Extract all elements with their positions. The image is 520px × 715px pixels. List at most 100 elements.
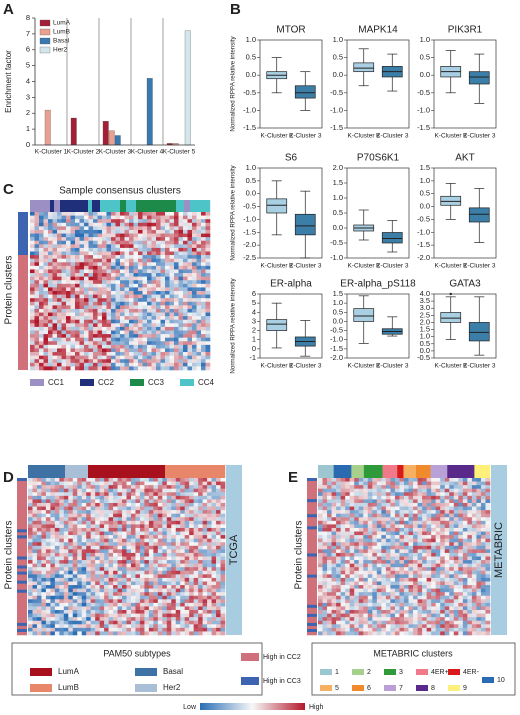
- heatmap-cell: [363, 481, 369, 486]
- heatmap-cell: [198, 502, 203, 507]
- heatmap-cell: [345, 495, 350, 500]
- heatmap-cell: [111, 269, 116, 274]
- heatmap-cell: [216, 520, 221, 525]
- heatmap-cell: [165, 341, 170, 346]
- heatmap-cell: [187, 240, 193, 245]
- heatmap-cell: [166, 545, 172, 550]
- heatmap-cell: [358, 538, 364, 543]
- heatmap-cell: [34, 330, 40, 335]
- heatmap-cell: [138, 366, 143, 371]
- heatmap-cell: [476, 495, 482, 500]
- heatmap-cell: [135, 488, 141, 493]
- heatmap-cell: [193, 613, 199, 618]
- heatmap-cell: [61, 283, 67, 288]
- heatmap-cell: [174, 298, 179, 303]
- heatmap-cell: [175, 602, 181, 607]
- heatmap-cell: [417, 513, 423, 518]
- heatmap-cell: [162, 606, 168, 611]
- plot-frame: [433, 167, 497, 259]
- heatmap-cell: [216, 545, 221, 550]
- heatmap-cell: [376, 538, 382, 543]
- heatmap-cell: [138, 326, 143, 331]
- heatmap-cell: [485, 549, 491, 554]
- heatmap-cell: [54, 520, 60, 525]
- heatmap-cell: [99, 620, 105, 625]
- heatmap-cell: [147, 269, 152, 274]
- heatmap-cell: [156, 319, 161, 324]
- heatmap-cell: [120, 265, 125, 270]
- heatmap-cell: [151, 362, 157, 367]
- heatmap-cell: [178, 255, 184, 259]
- heatmap-cell: [90, 574, 96, 579]
- heatmap-cell: [106, 355, 112, 360]
- heatmap-cell: [41, 545, 47, 550]
- heatmap-cell: [151, 326, 157, 331]
- heatmap-cell: [440, 545, 446, 550]
- heatmap-cell: [175, 517, 181, 522]
- heatmap-cell: [97, 233, 103, 238]
- heatmap-cell: [108, 617, 114, 622]
- heatmap-cell: [211, 485, 217, 490]
- heatmap-cell: [485, 499, 491, 504]
- heatmap-cell: [376, 485, 382, 490]
- heatmap-cell: [68, 606, 74, 611]
- heatmap-cell: [178, 287, 184, 292]
- heatmap-cell: [399, 549, 405, 554]
- heatmap-cell: [68, 545, 74, 550]
- heatmap-cell: [139, 535, 145, 539]
- heatmap-cell: [376, 542, 382, 547]
- heatmap-cell: [108, 531, 114, 536]
- heatmap-cell: [211, 510, 217, 514]
- heatmap-cell: [201, 255, 206, 259]
- heatmap-cell: [440, 502, 446, 507]
- heatmap-cell: [43, 287, 49, 292]
- heatmap-cell: [458, 502, 464, 507]
- heatmap-cell: [48, 233, 53, 238]
- heatmap-cell: [171, 585, 177, 589]
- heatmap-cell: [120, 305, 125, 310]
- heatmap-cell: [151, 341, 157, 346]
- heatmap-cell: [390, 527, 396, 532]
- protein-cluster-bar: [17, 511, 27, 515]
- heatmap-cell: [99, 581, 105, 586]
- heatmap-cell: [129, 240, 134, 245]
- heatmap-cell: [142, 262, 148, 267]
- heatmap-cell: [115, 265, 121, 270]
- heatmap-cell: [385, 524, 391, 529]
- heatmap-cell: [79, 244, 85, 249]
- heatmap-cell: [480, 499, 486, 504]
- heatmap-cell: [166, 517, 172, 522]
- heatmap-cell: [171, 613, 177, 618]
- heatmap-cell: [66, 244, 71, 249]
- heatmap-cell: [175, 588, 181, 593]
- heatmap-cell: [57, 233, 62, 238]
- heatmap-cell: [122, 617, 127, 622]
- heatmap-cell: [175, 535, 181, 539]
- heatmap-cell: [165, 355, 170, 360]
- protein-cluster-bar: [17, 559, 27, 563]
- heatmap-cell: [178, 362, 184, 367]
- heatmap-cell: [476, 535, 482, 539]
- heatmap-cell: [70, 280, 76, 285]
- y-tick-label: -2.0: [417, 253, 430, 262]
- heatmap-cell: [153, 595, 159, 600]
- heatmap-cell: [157, 513, 163, 518]
- protein-cluster-bar: [17, 592, 27, 597]
- heatmap-cell: [54, 631, 60, 636]
- heatmap-cell: [207, 631, 212, 636]
- heatmap-cell: [129, 319, 134, 324]
- heatmap-cell: [117, 574, 123, 579]
- heatmap-cell: [220, 513, 226, 518]
- heatmap-cell: [84, 316, 89, 321]
- heatmap-cell: [211, 570, 217, 575]
- heatmap-cell: [184, 502, 190, 507]
- heatmap-cell: [66, 280, 71, 285]
- heatmap-cell: [340, 495, 346, 500]
- heatmap-cell: [130, 531, 136, 536]
- heatmap-cell: [385, 517, 391, 522]
- heatmap-cell: [205, 283, 211, 288]
- heatmap-cell: [171, 631, 177, 636]
- heatmap-cell: [322, 513, 328, 518]
- heatmap-cell: [471, 517, 477, 522]
- heatmap-cell: [216, 631, 221, 636]
